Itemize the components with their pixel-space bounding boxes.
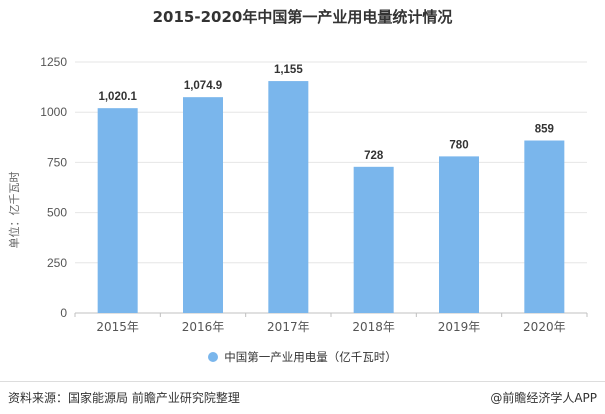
x-tick-label: 2020年 — [523, 320, 566, 334]
footer-divider — [0, 381, 605, 382]
legend-marker — [208, 352, 219, 362]
y-tick-label: 1000 — [40, 105, 67, 119]
y-tick-label: 250 — [47, 256, 67, 270]
data-label: 728 — [364, 150, 384, 162]
bar — [353, 166, 394, 313]
legend-label: 中国第一产业用电量（亿千瓦时） — [224, 350, 397, 364]
y-tick-label: 0 — [60, 306, 67, 320]
data-label: 859 — [535, 124, 554, 136]
brand-credit: @前瞻经济学人APP — [490, 391, 597, 405]
x-tick-label: 2019年 — [438, 320, 481, 334]
x-tick-label: 2017年 — [267, 320, 310, 334]
legend: 中国第一产业用电量（亿千瓦时） — [0, 349, 605, 365]
y-tick-label: 1250 — [40, 55, 67, 69]
bar — [97, 108, 138, 314]
footer: 资料来源：国家能源局 前瞻产业研究院整理 @前瞻经济学人APP — [0, 381, 605, 414]
data-label: 780 — [449, 139, 468, 151]
x-tick-label: 2018年 — [352, 320, 395, 334]
data-label: 1,020.1 — [98, 91, 137, 103]
y-tick-label: 750 — [47, 155, 67, 169]
bar — [524, 140, 565, 313]
y-tick-label: 500 — [47, 206, 67, 220]
data-label: 1,074.9 — [184, 80, 222, 92]
bar — [268, 81, 309, 314]
bar — [439, 156, 479, 313]
y-axis-label: 单位：亿千瓦时 — [8, 171, 21, 249]
data-label: 1,155 — [274, 64, 303, 76]
source-note: 资料来源：国家能源局 前瞻产业研究院整理 — [8, 391, 240, 405]
bar — [183, 97, 223, 313]
bar-chart: 0 250 500 750 1000 1250 1,020.1 2015年 1,074.9 201… — [40, 55, 588, 334]
x-tick-label: 2016年 — [182, 320, 225, 334]
x-tick-label: 2015年 — [96, 320, 139, 334]
y-axis-label-wrap: 单位：亿千瓦时 — [2, 150, 26, 270]
chart-title: 2015-2020年中国第一产业用电量统计情况 — [152, 8, 453, 26]
